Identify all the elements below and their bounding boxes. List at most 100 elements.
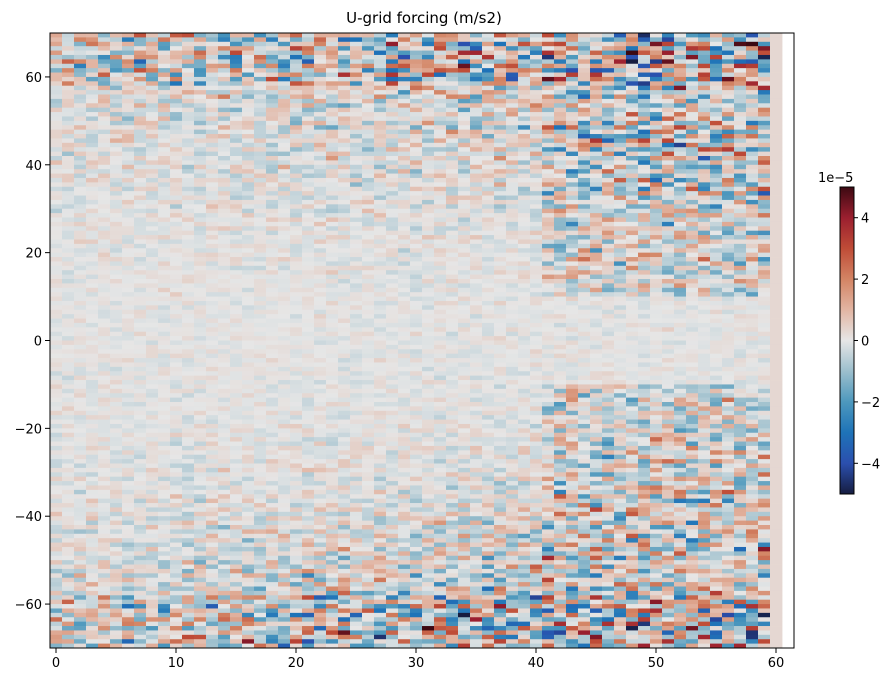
heatmap-cell [338, 261, 351, 267]
heatmap-cell [422, 336, 435, 341]
heatmap-cell [110, 612, 123, 618]
heatmap-cell [314, 226, 327, 232]
heatmap-cell [86, 564, 99, 570]
heatmap-cell [122, 586, 135, 592]
heatmap-cell [374, 608, 387, 614]
heatmap-cell [206, 520, 219, 526]
heatmap-cell [110, 142, 123, 148]
heatmap-cell [122, 626, 135, 631]
heatmap-cell [446, 156, 459, 161]
heatmap-cell [98, 498, 111, 504]
heatmap-cell [146, 410, 159, 416]
heatmap-cell [362, 186, 375, 192]
heatmap-cell [134, 33, 147, 38]
heatmap-cell [134, 274, 147, 280]
heatmap-cell [254, 406, 267, 412]
heatmap-cell [62, 595, 75, 601]
heatmap-cell [182, 626, 195, 631]
heatmap-cell [218, 156, 231, 161]
heatmap-cell [386, 634, 399, 640]
heatmap-cell [50, 274, 63, 280]
heatmap-cell [314, 358, 327, 363]
heatmap-cell [230, 423, 243, 429]
heatmap-cell [182, 380, 195, 385]
heatmap-cell [134, 164, 147, 170]
heatmap-cell [110, 340, 123, 346]
heatmap-cell [146, 573, 159, 579]
heatmap-cell [338, 103, 351, 109]
heatmap-cell [350, 639, 363, 644]
heatmap-cell [302, 520, 315, 526]
heatmap-cell [170, 459, 183, 464]
heatmap-cell [158, 454, 171, 460]
heatmap-cell [470, 217, 483, 223]
heatmap-cell [50, 125, 63, 131]
heatmap-cell [122, 208, 135, 214]
heatmap-cell [362, 441, 375, 447]
heatmap-cell [218, 525, 231, 530]
heatmap-cell [206, 463, 219, 469]
heatmap-cell [218, 296, 231, 302]
heatmap-cell [86, 555, 99, 561]
heatmap-cell [266, 257, 279, 262]
heatmap-cell [62, 410, 75, 416]
heatmap-cell [350, 283, 363, 289]
heatmap-cell [278, 72, 291, 78]
heatmap-cell [266, 327, 279, 333]
heatmap-cell [374, 366, 387, 372]
heatmap-cell [362, 529, 375, 535]
heatmap-cell [194, 590, 207, 596]
heatmap-cell [194, 279, 207, 284]
heatmap-cell [422, 384, 435, 390]
heatmap-cell [410, 151, 423, 157]
heatmap-cell [362, 257, 375, 262]
heatmap-cell [458, 41, 471, 47]
heatmap-cell [350, 612, 363, 618]
heatmap-cell [302, 239, 315, 245]
heatmap-cell [398, 134, 411, 139]
heatmap-cell [422, 76, 435, 82]
heatmap-cell [266, 454, 279, 460]
heatmap-cell [338, 582, 351, 587]
heatmap-cell [170, 292, 183, 297]
heatmap-cell [398, 287, 411, 293]
heatmap-cell [278, 380, 291, 385]
heatmap-cell [302, 186, 315, 192]
heatmap-cell [206, 533, 219, 539]
heatmap-cell [278, 151, 291, 157]
heatmap-cell [230, 50, 243, 56]
heatmap-cell [374, 586, 387, 592]
heatmap-cell [74, 182, 87, 188]
heatmap-cell [206, 274, 219, 280]
heatmap-cell [386, 344, 399, 350]
heatmap-cell [218, 54, 231, 60]
heatmap-cell [254, 362, 267, 368]
heatmap-cell [170, 445, 183, 451]
heatmap-cell [386, 235, 399, 240]
heatmap-cell [98, 239, 111, 245]
heatmap-cell [110, 252, 123, 258]
heatmap-cell [362, 340, 375, 346]
heatmap-cell [146, 50, 159, 56]
heatmap-cell [62, 33, 75, 38]
heatmap-cell [194, 612, 207, 618]
heatmap-cell [194, 380, 207, 385]
heatmap-cell [350, 617, 363, 623]
heatmap-cell [302, 261, 315, 267]
heatmap-cell [362, 300, 375, 306]
heatmap-cell [278, 612, 291, 618]
heatmap-cell [50, 287, 63, 293]
heatmap-cell [230, 279, 243, 284]
heatmap-cell [374, 643, 387, 649]
heatmap-cell [290, 498, 303, 504]
heatmap-cell [86, 445, 99, 451]
heatmap-cell [302, 507, 315, 513]
heatmap-cell [110, 393, 123, 398]
heatmap-cell [338, 533, 351, 539]
heatmap-cell [266, 432, 279, 438]
heatmap-cell [122, 520, 135, 526]
heatmap-cell [326, 604, 339, 609]
heatmap-cell [266, 270, 279, 275]
heatmap-cell [110, 617, 123, 623]
heatmap-cell [266, 459, 279, 464]
